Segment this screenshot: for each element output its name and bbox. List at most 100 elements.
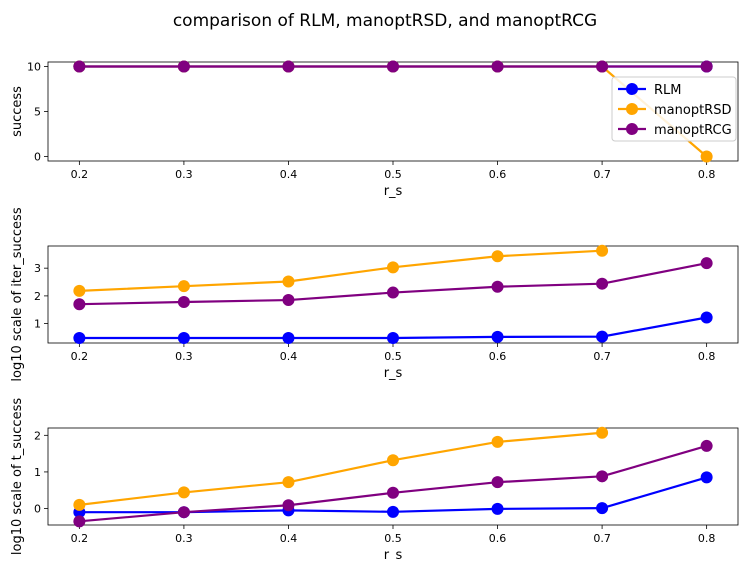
data-point-manoptRCG <box>177 60 190 73</box>
y-tick-label: 5 <box>34 106 41 119</box>
x-tick-label: 0.7 <box>593 168 611 181</box>
data-point-RLM <box>387 505 399 518</box>
data-point-manoptRSD <box>491 435 504 448</box>
x-axis-label: r_s <box>384 548 403 561</box>
x-tick-label: 0.5 <box>384 532 402 545</box>
x-tick-label: 0.6 <box>489 532 507 545</box>
subplot-1: 0.2 0.3 0.4 0.5 0.6 0.7 0.8 0 5 10 r_s success RLM ma… <box>10 60 739 199</box>
x-tick-label: 0.8 <box>698 350 716 363</box>
x-axis-label: r_s <box>384 366 403 381</box>
x-tick-label: 0.4 <box>280 350 298 363</box>
data-point-manoptRCG <box>387 486 399 499</box>
x-tick-label: 0.3 <box>175 532 193 545</box>
series-RLM <box>73 311 713 345</box>
figure-title: comparison of RLM, manoptRSD, and manopt… <box>173 11 597 31</box>
y-tick-label: 10 <box>27 61 41 74</box>
legend: RLM manoptRSD manoptRCG <box>611 76 737 142</box>
data-point-manoptRCG <box>177 295 190 308</box>
x-tick-label: 0.5 <box>384 350 402 363</box>
series-manoptRCG <box>73 257 713 311</box>
x-tick-label: 0.4 <box>280 532 298 545</box>
y-axis-label: success <box>10 86 25 137</box>
data-point-RLM <box>73 332 86 345</box>
data-point-manoptRSD <box>73 284 86 297</box>
data-point-manoptRCG <box>491 476 504 489</box>
data-point-manoptRSD <box>282 476 295 489</box>
y-axis-label: log10 scale of iter_success <box>10 207 25 381</box>
series-manoptRCG <box>73 439 713 528</box>
series-line-manoptRSD <box>79 431 603 506</box>
data-point-manoptRSD <box>73 498 86 511</box>
data-point-manoptRCG <box>700 439 713 452</box>
data-point-manoptRCG <box>387 286 399 299</box>
data-point-RLM <box>491 502 504 515</box>
data-point-manoptRSD <box>700 150 713 163</box>
data-point-manoptRSD <box>596 244 609 257</box>
data-point-RLM <box>387 332 399 345</box>
data-point-RLM <box>596 330 609 343</box>
subplot-2: 0.2 0.3 0.4 0.5 0.6 0.7 0.8 1 2 3 r_s log10 scale o… <box>10 207 739 382</box>
data-point-RLM <box>282 332 295 345</box>
data-point-manoptRSD <box>596 426 609 439</box>
data-point-manoptRCG <box>700 257 713 270</box>
y-tick-label: 1 <box>34 318 41 331</box>
data-point-RLM <box>491 330 504 343</box>
x-tick-label: 0.3 <box>175 168 193 181</box>
y-tick-label: 0 <box>34 151 41 164</box>
y-axis-label: log10 scale of t_success <box>10 398 25 555</box>
x-tick-label: 0.8 <box>698 532 716 545</box>
data-point-manoptRCG <box>282 499 295 512</box>
data-point-manoptRCG <box>73 298 86 311</box>
legend-swatch-marker <box>626 103 638 115</box>
data-point-RLM <box>596 502 609 515</box>
y-tick-label: 2 <box>34 429 41 442</box>
x-tick-label: 0.2 <box>71 350 89 363</box>
series-line-manoptRSD <box>79 249 603 292</box>
y-tick-label: 2 <box>34 290 41 303</box>
legend-box <box>611 76 737 142</box>
data-point-RLM <box>700 311 713 324</box>
data-point-manoptRCG <box>596 60 609 73</box>
data-point-RLM <box>700 471 713 484</box>
data-point-manoptRCG <box>282 294 295 307</box>
x-tick-label: 0.6 <box>489 350 507 363</box>
data-point-manoptRSD <box>491 250 504 263</box>
subplot-3: 0.2 0.3 0.4 0.5 0.6 0.7 0.8 0 1 2 r_s log10 scale o… <box>10 398 739 561</box>
x-tick-label: 0.5 <box>384 168 402 181</box>
x-tick-label: 0.4 <box>280 168 298 181</box>
data-point-manoptRSD <box>387 454 399 467</box>
legend-entry-manoptRSD: manoptRSD <box>654 103 731 118</box>
x-tick-label: 0.7 <box>593 532 611 545</box>
data-point-manoptRCG <box>491 60 504 73</box>
series-manoptRSD <box>73 244 609 297</box>
data-point-manoptRSD <box>177 280 190 293</box>
x-axis-label: r_s <box>384 184 403 199</box>
data-point-manoptRCG <box>177 506 190 519</box>
legend-swatch-marker <box>626 123 638 135</box>
x-tick-label: 0.7 <box>593 350 611 363</box>
x-tick-label: 0.8 <box>698 168 716 181</box>
x-tick-label: 0.2 <box>71 532 89 545</box>
x-tick-label: 0.3 <box>175 350 193 363</box>
data-point-manoptRSD <box>177 486 190 499</box>
data-point-manoptRCG <box>282 60 295 73</box>
series-manoptRCG <box>73 60 713 73</box>
data-point-manoptRCG <box>73 515 86 528</box>
legend-swatch-marker <box>626 83 638 95</box>
data-point-manoptRCG <box>596 470 609 483</box>
data-point-manoptRSD <box>387 261 399 274</box>
data-point-manoptRCG <box>700 60 713 73</box>
data-point-RLM <box>177 332 190 345</box>
data-point-manoptRCG <box>387 60 399 73</box>
series-manoptRSD <box>73 426 609 511</box>
legend-entry-RLM: RLM <box>654 83 682 98</box>
data-point-manoptRSD <box>282 275 295 288</box>
x-tick-label: 0.6 <box>489 168 507 181</box>
legend-entry-manoptRCG: manoptRCG <box>654 123 732 138</box>
data-point-manoptRCG <box>73 60 86 73</box>
x-tick-label: 0.2 <box>71 168 89 181</box>
y-tick-label: 0 <box>34 503 41 516</box>
y-tick-label: 1 <box>34 466 41 479</box>
